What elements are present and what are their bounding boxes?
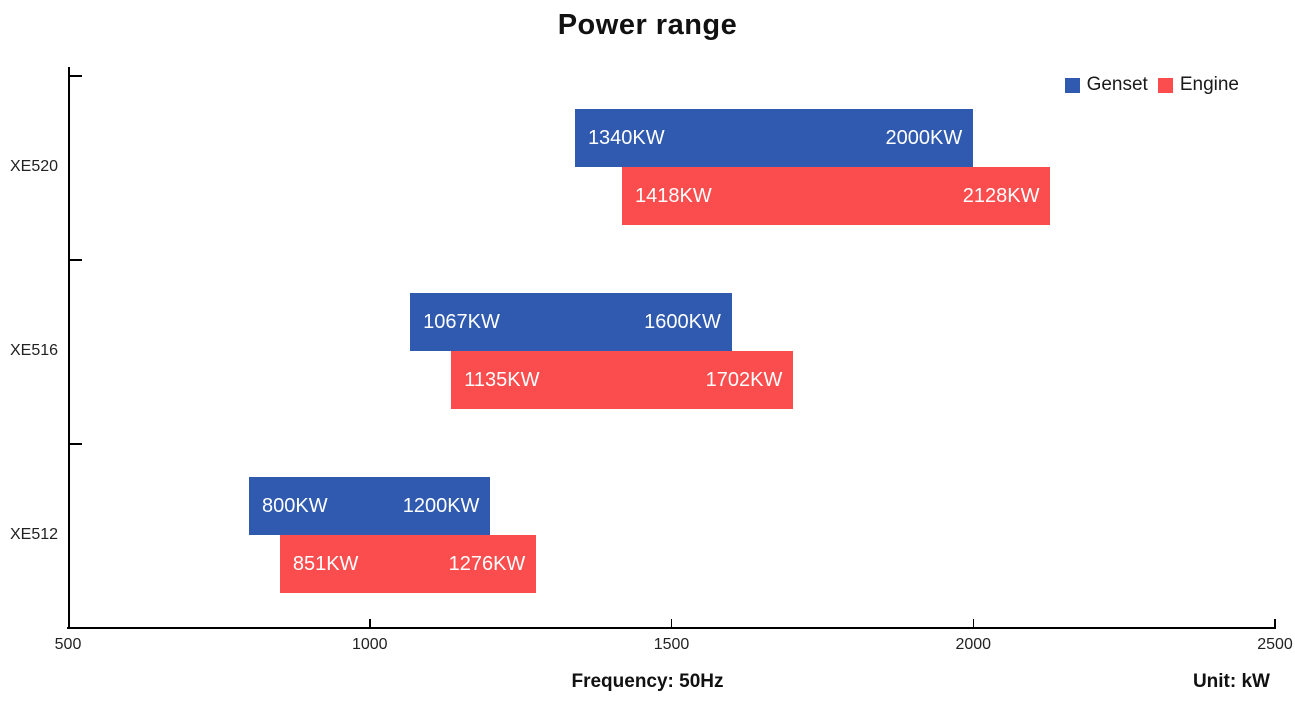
x-axis-tick	[1274, 619, 1276, 627]
bar-max-value-label: 1702KW	[705, 369, 783, 391]
bar-engine-xe516: 1135KW 1702KW	[451, 351, 794, 409]
bar-min-value-label: 1067KW	[423, 311, 500, 333]
y-axis-label-xe512: XE512	[10, 526, 59, 543]
y-axis-label-xe520: XE520	[10, 158, 59, 175]
x-tick-label-2500: 2500	[1257, 636, 1293, 653]
y-axis-tick	[69, 75, 82, 77]
bar-min-value-label: 800KW	[262, 495, 328, 517]
legend: Genset Engine	[1064, 74, 1239, 96]
y-axis-label-xe516: XE516	[10, 342, 59, 359]
x-axis-tick	[369, 619, 371, 627]
legend-item-genset[interactable]: Genset	[1064, 74, 1148, 96]
bar-min-value-label: 1418KW	[635, 185, 712, 207]
bar-max-value-label: 1600KW	[644, 311, 721, 333]
x-axis-tick	[972, 619, 974, 627]
bar-genset-xe520: 1340KW 2000KW	[574, 109, 974, 167]
bar-genset-xe516: 1067KW 1600KW	[410, 293, 732, 351]
x-axis-line	[67, 627, 1276, 629]
bar-max-value-label: 1200KW	[402, 495, 480, 517]
bar-min-value-label: 1340KW	[587, 127, 665, 149]
x-axis-tick	[670, 619, 673, 627]
legend-item-engine[interactable]: Engine	[1157, 74, 1239, 96]
bar-max-value-label: 1276KW	[448, 553, 526, 575]
bar-max-value-label: 2000KW	[885, 127, 963, 149]
bar-genset-xe512: 800KW 1200KW	[249, 477, 491, 535]
bar-engine-xe520: 1418KW 2128KW	[622, 167, 1051, 225]
x-axis-title-frequency: Frequency: 50Hz	[571, 671, 724, 692]
x-tick-label-1500: 1500	[653, 636, 690, 653]
y-axis-tick	[69, 443, 82, 445]
legend-label-genset: Genset	[1086, 74, 1148, 95]
y-axis-tick	[69, 259, 82, 261]
chart-title: Power range	[557, 9, 738, 41]
legend-label-engine: Engine	[1179, 74, 1239, 95]
unit-label: Unit: kW	[1192, 671, 1270, 692]
legend-swatch-engine	[1157, 77, 1173, 93]
x-tick-label-2000: 2000	[955, 636, 992, 653]
bar-min-value-label: 1135KW	[464, 369, 540, 391]
x-tick-label-1000: 1000	[351, 636, 388, 653]
bar-min-value-label: 851KW	[292, 553, 359, 575]
bar-max-value-label: 2128KW	[962, 185, 1040, 207]
x-tick-label-500: 500	[54, 636, 82, 653]
y-axis-line	[68, 67, 70, 628]
bar-engine-xe512: 851KW 1276KW	[279, 535, 537, 593]
legend-swatch-genset	[1064, 77, 1080, 93]
